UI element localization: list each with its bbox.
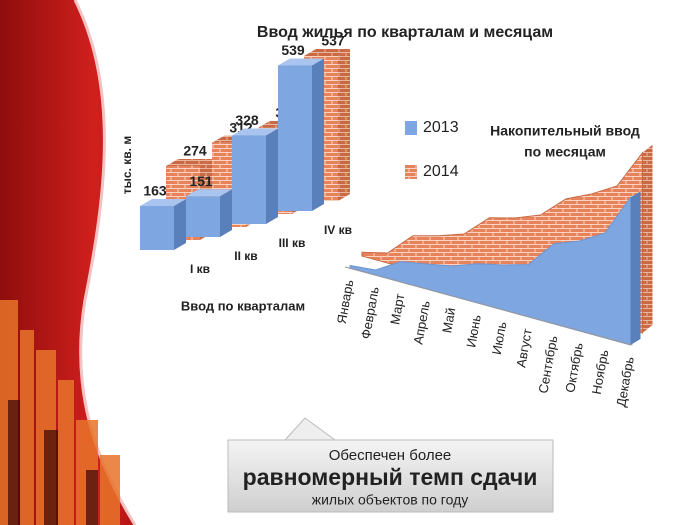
chart-title: по месяцам (524, 144, 606, 160)
value-label: 163 (143, 183, 167, 199)
callout-box (227, 439, 554, 513)
callout-line: Обеспечен более (329, 447, 452, 464)
x-tick-label: I кв (190, 262, 210, 276)
x-tick-label: Август (513, 327, 535, 368)
legend-label: 2014 (423, 163, 459, 180)
x-tick-label: Июль (489, 320, 510, 355)
value-label: 274 (183, 143, 207, 159)
x-tick-label: II кв (234, 249, 257, 263)
bar-side (266, 128, 278, 224)
value-label: 151 (189, 173, 213, 189)
x-axis (344, 266, 633, 346)
x-tick-label: Май (439, 307, 458, 335)
value-label: 328 (235, 112, 259, 128)
bar-top (304, 49, 350, 57)
bar-top (232, 128, 278, 136)
city-shadow (8, 400, 98, 525)
x-tick-label: III кв (279, 236, 306, 250)
bar-side (312, 58, 324, 211)
x-axis-label: Ввод по кварталам (181, 298, 305, 313)
callout-line: жилых объектов по году (312, 492, 469, 508)
callout-line: равномерный темп сдачи (243, 464, 538, 490)
area-side (630, 191, 641, 345)
bar-side (174, 198, 186, 250)
bar (140, 205, 174, 250)
legend-swatch (405, 121, 417, 135)
bar-top (278, 58, 324, 66)
value-label: 537 (321, 33, 345, 49)
x-tick-label: Июнь (463, 313, 484, 348)
area-side (642, 144, 653, 333)
area (349, 195, 631, 346)
bar-side (220, 189, 232, 237)
value-label: 539 (281, 42, 305, 58)
bar (232, 135, 266, 224)
bar (186, 196, 220, 237)
bar-top (166, 159, 212, 167)
bar-side (338, 49, 350, 201)
bar-top (140, 198, 186, 206)
bar-top (186, 189, 232, 197)
x-tick-label: IV кв (324, 223, 352, 237)
bar (278, 65, 312, 211)
slide-title: Ввод жилья по кварталам и месяцам (257, 24, 553, 41)
legend-label: 2013 (423, 119, 459, 136)
chart-title: Накопительный ввод (490, 123, 640, 139)
legend-swatch (405, 165, 417, 179)
x-tick-label: Март (387, 292, 407, 325)
y-axis-label: тыс. кв. м (120, 136, 134, 195)
